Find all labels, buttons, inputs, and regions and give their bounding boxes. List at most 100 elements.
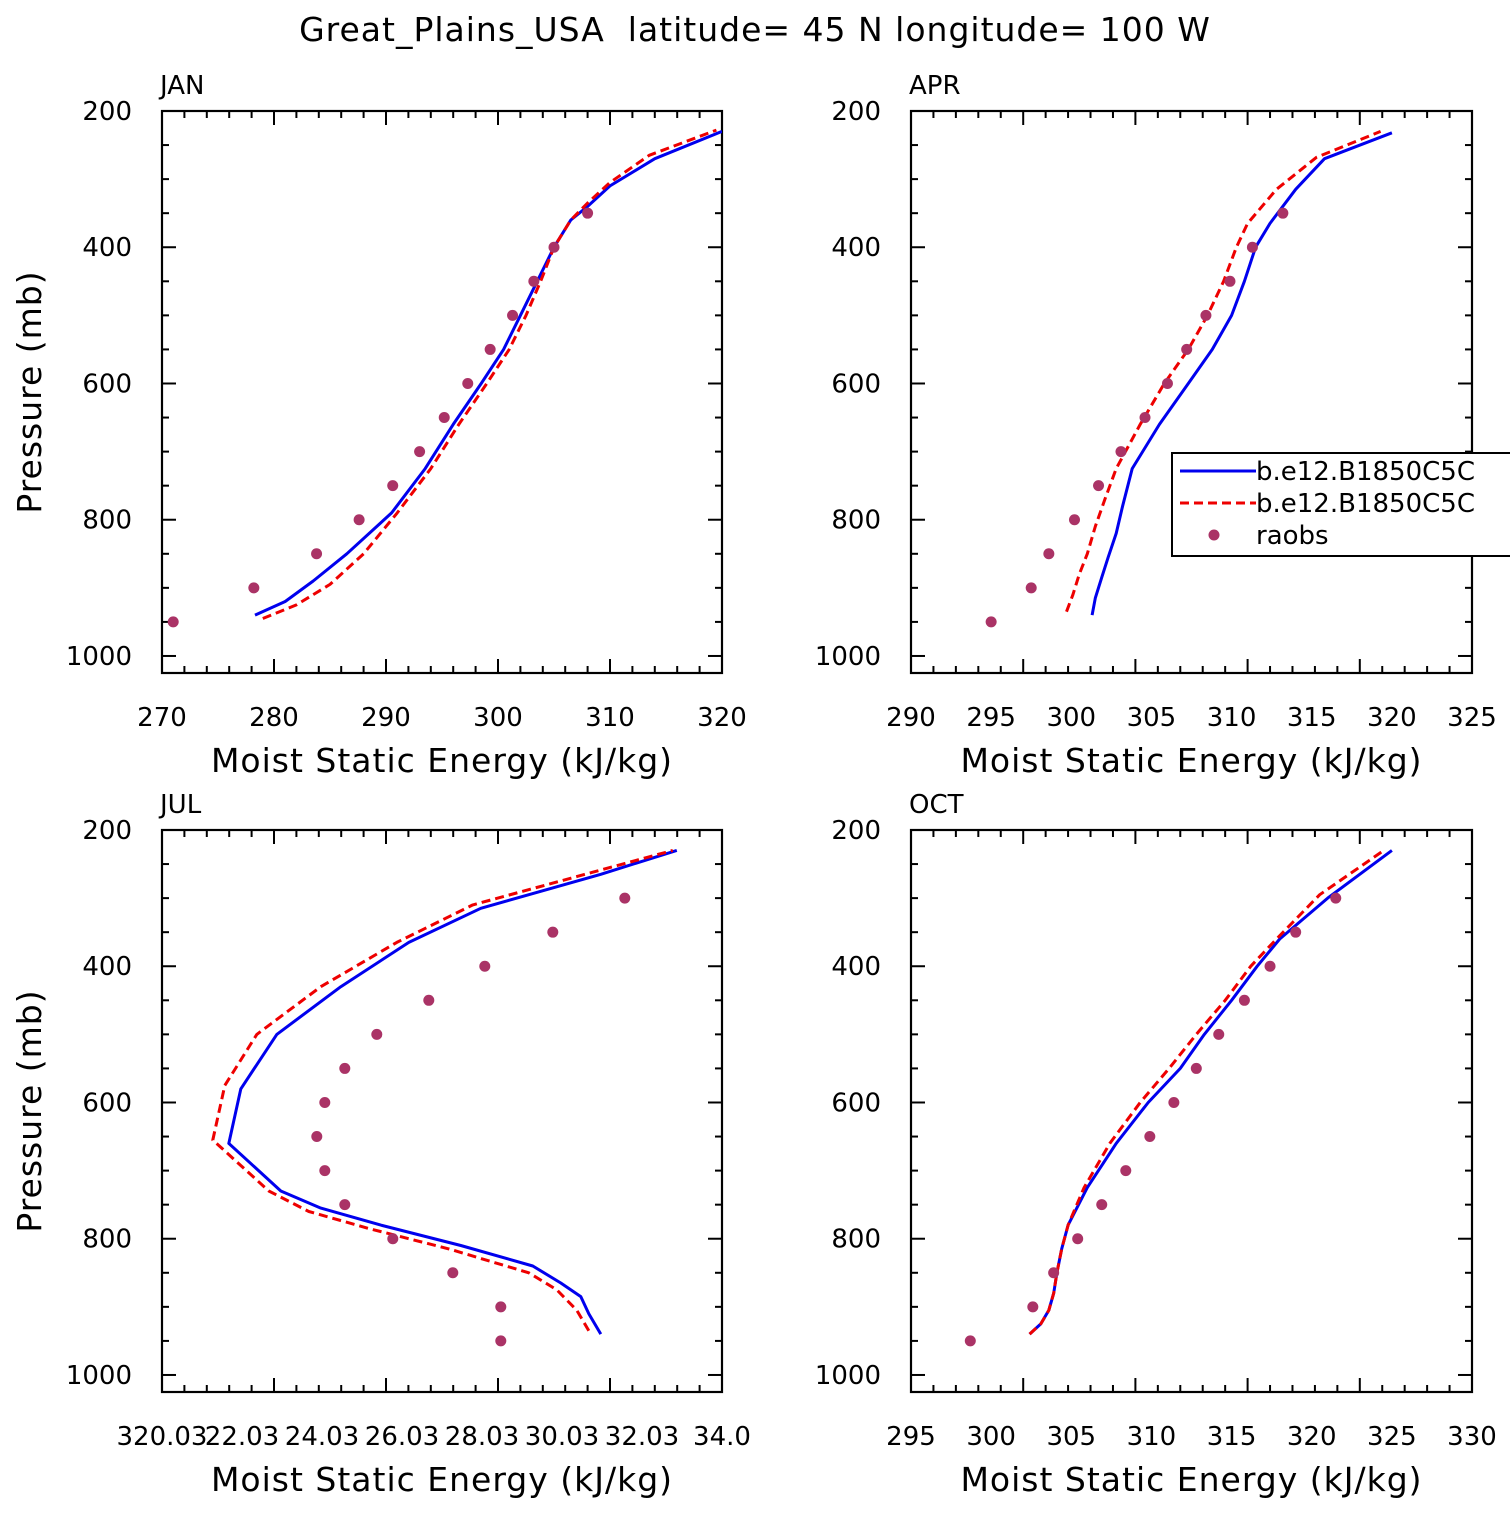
raobs-point	[548, 241, 560, 253]
raobs-point	[1190, 1062, 1202, 1074]
raobs-point	[339, 1199, 351, 1211]
raobs-point	[1093, 480, 1105, 492]
x-tick-label: 320.03	[117, 1422, 208, 1452]
y-tick-label: 1000	[66, 1361, 132, 1391]
raobs-point	[387, 1233, 399, 1245]
x-axis-label: Moist Static Energy (kJ/kg)	[211, 1460, 673, 1499]
series-group	[211, 848, 678, 1347]
x-tick-label: 26.03	[365, 1422, 439, 1452]
raobs-point	[582, 207, 594, 219]
x-tick-label: 32.03	[605, 1422, 679, 1452]
raobs-point	[447, 1267, 459, 1279]
model-dashed-line	[1028, 849, 1385, 1336]
x-tick-label: 310	[585, 703, 635, 733]
raobs-point	[1096, 1199, 1108, 1211]
raobs-point	[1330, 892, 1342, 904]
raobs-point	[319, 1165, 331, 1177]
raobs-point	[438, 412, 450, 424]
raobs-point	[1048, 1267, 1060, 1279]
x-tick-label: 270	[137, 703, 187, 733]
raobs-point	[311, 1131, 323, 1143]
x-tick-label: 320	[697, 703, 747, 733]
x-tick-label: 300	[473, 703, 523, 733]
x-axis-label: Moist Static Energy (kJ/kg)	[960, 1460, 1422, 1499]
panel-jan: 270 280 290 300 310 320 200 400 600 800 1000 JAN Moi…	[10, 71, 747, 780]
raobs-point	[1290, 926, 1302, 938]
figure-title: Great_Plains_USA latitude= 45 N longitud…	[299, 10, 1211, 49]
y-tick-label: 600	[831, 369, 881, 399]
raobs-point	[1264, 960, 1276, 972]
raobs-point	[1115, 446, 1127, 458]
legend-label: b.e12.B1850C5C	[1256, 489, 1475, 519]
raobs-point	[619, 892, 631, 904]
x-tick-label: 295	[886, 1422, 936, 1452]
raobs-point	[1181, 343, 1193, 355]
plot-frame	[909, 828, 1474, 1394]
y-tick-label: 800	[831, 506, 881, 536]
y-axis-label: Pressure (mb)	[10, 270, 49, 513]
x-tick-label: 325	[1367, 1422, 1417, 1452]
y-tick-label: 600	[82, 1088, 132, 1118]
x-tick-label: 315	[1207, 1422, 1257, 1452]
y-tick-label: 800	[82, 1225, 132, 1255]
x-tick-label: 24.03	[285, 1422, 359, 1452]
y-tick-label: 1000	[815, 1361, 881, 1391]
y-tick-label: 200	[82, 97, 132, 127]
x-axis-label: Moist Static Energy (kJ/kg)	[211, 741, 673, 780]
raobs-point	[495, 1335, 507, 1347]
raobs-point	[528, 275, 540, 287]
raobs-point	[479, 960, 491, 972]
raobs-point	[339, 1062, 351, 1074]
y-tick-label: 800	[82, 506, 132, 536]
series-group	[167, 128, 722, 628]
x-tick-label: 30.03	[525, 1422, 599, 1452]
legend-label: b.e12.B1850C5C	[1256, 457, 1475, 487]
raobs-point	[964, 1335, 976, 1347]
raobs-point	[484, 343, 496, 355]
y-tick-label: 600	[831, 1088, 881, 1118]
x-tick-label: 22.03	[205, 1422, 279, 1452]
x-tick-label: 300	[1046, 703, 1096, 733]
raobs-point	[1043, 548, 1055, 560]
x-tick-label: 295	[966, 703, 1016, 733]
model-solid-line	[254, 130, 722, 617]
y-tick-label: 200	[82, 816, 132, 846]
raobs-point	[1238, 994, 1250, 1006]
raobs-point	[1224, 275, 1236, 287]
raobs-point	[353, 514, 365, 526]
x-tick-label: 280	[249, 703, 299, 733]
raobs-point	[1200, 309, 1212, 321]
raobs-point	[1120, 1165, 1132, 1177]
raobs-point	[423, 994, 435, 1006]
model-solid-line	[227, 848, 678, 1335]
raobs-point	[1213, 1028, 1225, 1040]
x-tick-label: 28.03	[445, 1422, 519, 1452]
raobs-point	[1168, 1096, 1180, 1108]
panel-label: JUL	[158, 790, 202, 820]
x-tick-label: 320	[1287, 1422, 1337, 1452]
y-tick-label: 200	[831, 816, 881, 846]
y-tick-label: 400	[82, 952, 132, 982]
y-tick-label: 600	[82, 369, 132, 399]
raobs-point	[387, 480, 399, 492]
y-tick-label: 400	[831, 233, 881, 263]
raobs-point	[547, 926, 559, 938]
raobs-point	[311, 548, 323, 560]
x-tick-label: 310	[1127, 1422, 1177, 1452]
panel-apr: 290 295 300 305 310 315 320 325 200 400 600 800 1000…	[815, 71, 1497, 780]
raobs-point	[1025, 582, 1037, 594]
plot-frame	[160, 109, 724, 675]
x-tick-label: 34.0	[693, 1422, 751, 1452]
panel-label: APR	[909, 71, 961, 101]
raobs-point	[495, 1301, 507, 1313]
raobs-point	[414, 446, 426, 458]
series-group	[964, 849, 1393, 1347]
raobs-point	[1027, 1301, 1039, 1313]
y-tick-label: 200	[831, 97, 881, 127]
plot-frame	[160, 828, 724, 1394]
raobs-point	[1277, 207, 1289, 219]
y-axis-label: Pressure (mb)	[10, 989, 49, 1232]
